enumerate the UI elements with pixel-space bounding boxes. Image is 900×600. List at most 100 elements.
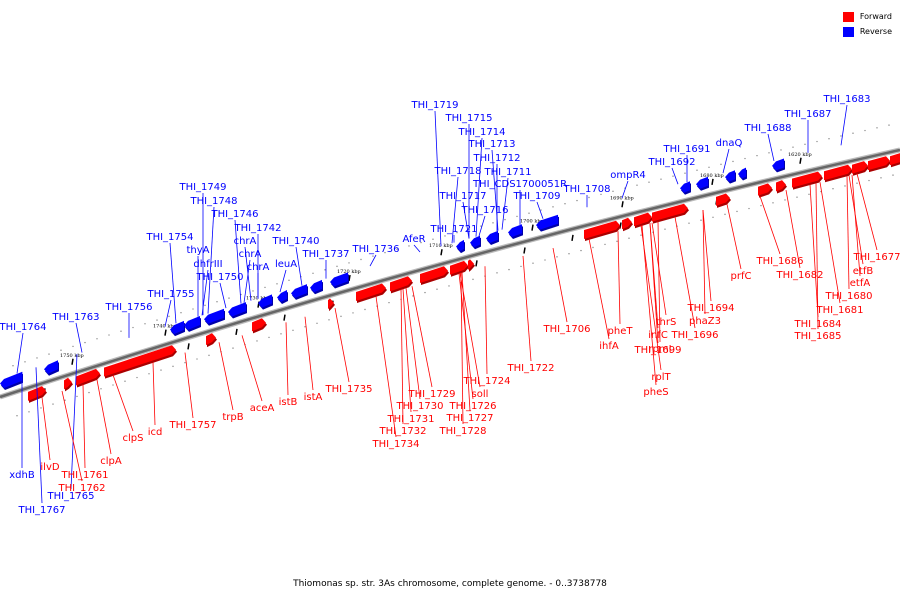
forward-gene-label: clpS xyxy=(123,433,144,444)
guide-dot xyxy=(540,209,542,211)
guide-dot xyxy=(324,269,326,271)
forward-label-leader xyxy=(218,342,234,411)
guide-dot xyxy=(708,166,710,168)
reverse-gene-label: xdhB xyxy=(9,470,35,481)
guide-dot xyxy=(364,308,366,311)
forward-gene xyxy=(634,212,652,227)
reverse-label-leader xyxy=(478,215,486,236)
guide-dot xyxy=(660,178,662,180)
guide-dot xyxy=(348,262,350,264)
forward-gene-label: THI_1730 xyxy=(395,401,443,412)
reverse-gene-label: THI_1717 xyxy=(438,191,486,202)
guide-dot xyxy=(328,319,330,321)
reverse-label-leader xyxy=(279,269,287,293)
forward-label-leader xyxy=(674,216,696,329)
reverse-gene xyxy=(228,302,246,317)
forward-gene xyxy=(824,164,852,181)
guide-dot xyxy=(192,308,194,310)
forward-label-leader xyxy=(617,231,621,325)
guide-dot xyxy=(268,336,270,339)
guide-dot xyxy=(304,326,306,328)
forward-gene-label: THI_1706 xyxy=(542,324,590,335)
forward-label-leader xyxy=(851,174,861,277)
forward-label-leader xyxy=(304,316,314,391)
guide-dot xyxy=(592,246,594,249)
guide-dot xyxy=(772,202,774,204)
forward-label-leader xyxy=(334,308,350,383)
forward-gene-label: THI_1685 xyxy=(793,331,841,342)
forward-gene xyxy=(584,220,620,239)
guide-dot xyxy=(28,411,30,413)
guide-dot xyxy=(844,185,846,187)
guide-dot xyxy=(252,290,254,292)
forward-gene-label: THI_1732 xyxy=(378,426,426,437)
reverse-label-leader xyxy=(536,201,544,219)
reverse-gene-label: THI_1713 xyxy=(467,139,515,150)
guide-dot xyxy=(340,315,342,318)
forward-label-leader xyxy=(846,175,850,290)
guide-dot xyxy=(724,213,726,216)
reverse-gene-label: THI_1711 xyxy=(483,167,531,178)
guide-dot xyxy=(64,399,66,401)
guide-dot xyxy=(780,149,782,151)
forward-gene xyxy=(890,153,900,166)
scale-label: 1700 kbp xyxy=(520,219,544,225)
forward-gene xyxy=(622,217,632,230)
forward-gene xyxy=(758,183,772,196)
reverse-gene-label: leuA xyxy=(275,259,297,270)
reverse-gene-label: THI_CDS1700051R xyxy=(472,179,567,190)
forward-label-leader xyxy=(848,175,864,265)
forward-gene-label: THI_1722 xyxy=(506,363,554,374)
legend-forward: Forward xyxy=(842,9,892,24)
guide-dot xyxy=(876,127,878,129)
guide-dot xyxy=(696,169,698,171)
forward-gene-label: prfC xyxy=(731,271,752,282)
guide-dot xyxy=(16,415,18,417)
reverse-label-leader xyxy=(451,176,459,244)
reverse-label-leader xyxy=(201,269,209,316)
guide-dot xyxy=(196,358,198,360)
forward-label-leader xyxy=(41,397,51,461)
forward-gene xyxy=(868,156,890,171)
forward-gene-label: trpB xyxy=(222,412,243,423)
guide-dot xyxy=(52,403,54,405)
reverse-gene-label: THI_1709 xyxy=(512,191,560,202)
forward-label-leader xyxy=(152,362,156,426)
forward-gene-label: ihfA xyxy=(599,341,619,352)
forward-gene xyxy=(468,259,474,270)
guide-dot xyxy=(588,196,590,199)
guide-dot xyxy=(472,278,474,281)
guide-dot xyxy=(612,190,614,193)
forward-label-leader xyxy=(82,384,86,469)
forward-label-leader xyxy=(184,352,194,419)
guide-dot xyxy=(216,301,218,303)
reverse-label-leader xyxy=(767,133,775,162)
guide-dot xyxy=(492,222,494,224)
forward-gene-label: rplT xyxy=(651,372,671,383)
reverse-gene-label: THI_1750 xyxy=(195,272,243,283)
guide-dot xyxy=(768,152,770,154)
guide-dot xyxy=(76,395,78,398)
scale-label: 1750 kbp xyxy=(60,353,84,359)
guide-dot xyxy=(880,177,882,179)
forward-label-leader xyxy=(400,289,404,425)
scale-label: 1740 kbp xyxy=(153,324,177,330)
reverse-label-leader xyxy=(840,104,848,146)
guide-dot xyxy=(232,347,234,349)
guide-dot xyxy=(148,373,150,375)
scale-tick-major xyxy=(71,358,74,365)
forward-label-leader xyxy=(522,255,532,362)
forward-label-leader xyxy=(552,248,568,323)
forward-gene-label: THI_1726 xyxy=(448,401,496,412)
forward-label-leader xyxy=(649,223,659,344)
legend-reverse: Reverse xyxy=(842,24,892,39)
reverse-gene xyxy=(170,320,184,335)
reverse-gene-label: THI_1683 xyxy=(822,94,870,105)
reverse-gene-label: THI_1765 xyxy=(46,491,94,502)
reverse-gene-label: THI_1712 xyxy=(472,153,520,164)
reverse-gene xyxy=(258,294,272,308)
forward-gene-label: THI_1696 xyxy=(670,330,718,341)
guide-dot xyxy=(744,157,746,160)
guide-dot xyxy=(204,304,206,307)
reverse-gene-label: THI_1763 xyxy=(51,312,99,323)
